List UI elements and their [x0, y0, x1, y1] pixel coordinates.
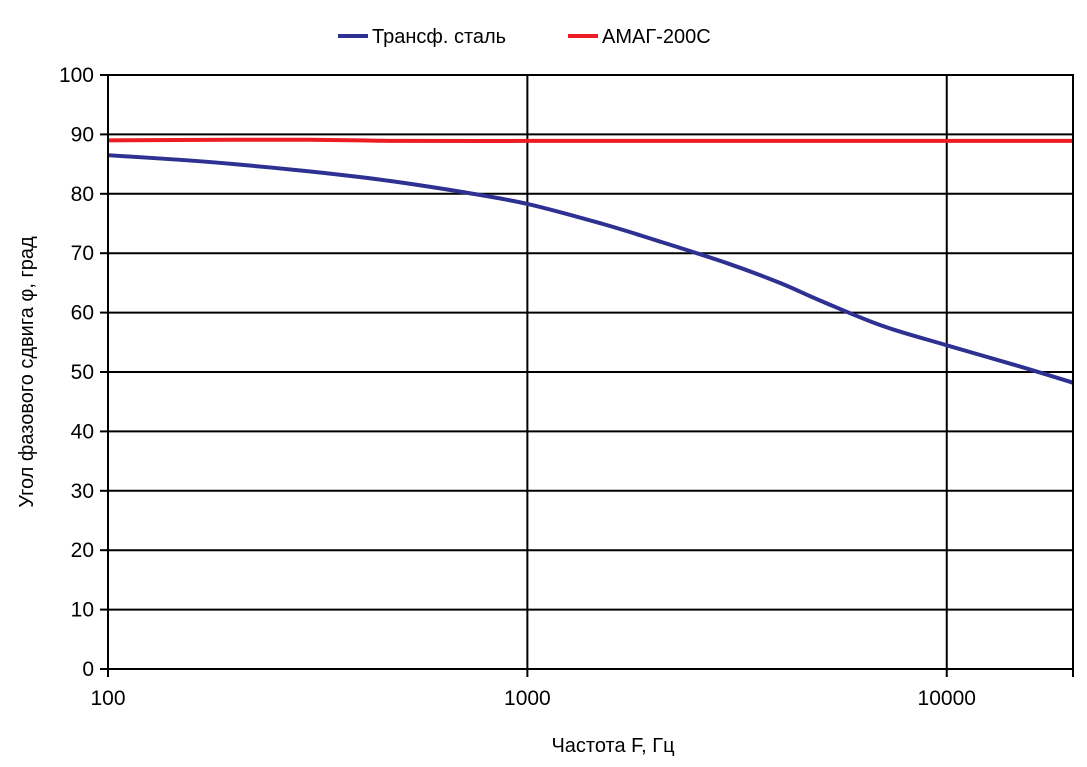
- y-axis-title: Угол фазового сдвига φ, град: [16, 236, 38, 508]
- x-axis-ticks: 100 1000 10000: [90, 669, 1074, 710]
- legend-item-transformer-steel: Трансф. сталь: [338, 26, 506, 48]
- legend: Трансф. сталь АМАГ-200С: [338, 26, 711, 48]
- y-tick-label: 90: [71, 123, 94, 146]
- legend-item-amag-200c: АМАГ-200С: [568, 26, 711, 48]
- x-tick-label: 10000: [918, 687, 976, 710]
- series-layer: [107, 137, 1074, 385]
- y-tick-label: 50: [71, 361, 94, 384]
- y-tick-label: 70: [71, 242, 94, 265]
- x-axis-title: Частота F, Гц: [551, 735, 674, 757]
- y-axis-ticks: 0 10 20 30 40 50 60 70 80 90 100: [59, 64, 108, 681]
- y-tick-label: 30: [71, 480, 94, 503]
- legend-label: АМАГ-200С: [602, 26, 711, 48]
- x-tick-label: 1000: [504, 687, 551, 710]
- y-tick-label: 10: [71, 599, 94, 622]
- y-tick-label: 40: [71, 420, 94, 443]
- series-line-amag-200c: [107, 137, 1073, 143]
- legend-label: Трансф. сталь: [372, 26, 506, 48]
- y-tick-label: 20: [71, 539, 94, 562]
- x-tick-label: 100: [90, 687, 125, 710]
- y-tick-label: 60: [71, 302, 94, 325]
- y-tick-label: 100: [59, 64, 94, 87]
- y-tick-label: 80: [71, 183, 94, 206]
- y-tick-label: 0: [82, 658, 94, 681]
- series-line-transformer-steel: [107, 153, 1074, 385]
